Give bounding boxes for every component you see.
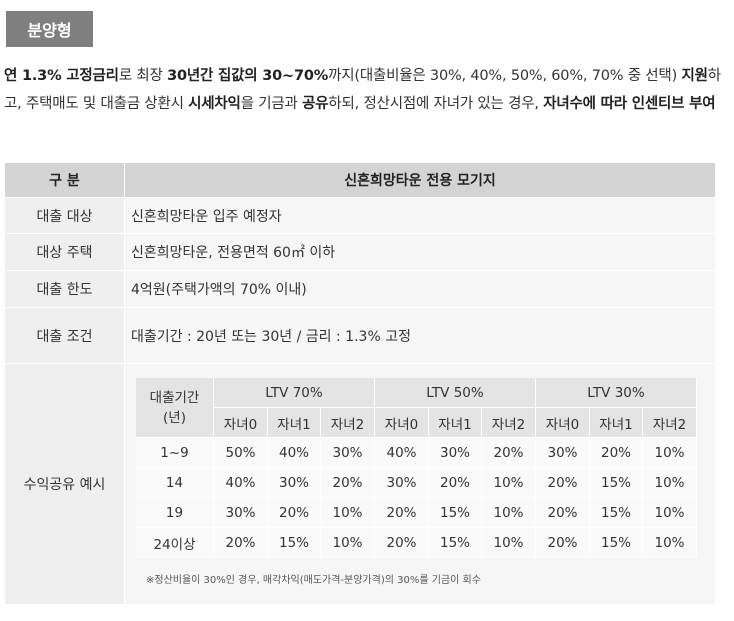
ltv-group-header: LTV 70% bbox=[214, 378, 375, 408]
ratio-cell: 40% bbox=[268, 438, 321, 468]
ratio-cell: 20% bbox=[590, 438, 643, 468]
ratio-cell: 20% bbox=[429, 468, 482, 498]
ratio-cell: 30% bbox=[214, 498, 268, 528]
row-label: 대출 조건 bbox=[5, 308, 125, 363]
ratio-cell: 15% bbox=[590, 468, 643, 498]
header-product: 신혼희망타운 전용 모기지 bbox=[125, 163, 715, 197]
ratio-cell: 20% bbox=[536, 528, 590, 558]
intro-text: 을 기금과 bbox=[240, 96, 303, 112]
intro-rate: 연 1.3% 고정금리 bbox=[4, 68, 119, 84]
ratio-cell: 10% bbox=[643, 468, 697, 498]
intro-share: 공유 bbox=[302, 96, 329, 112]
intro-period: 30년간 집값의 30~70% bbox=[167, 68, 329, 84]
ratio-cell: 15% bbox=[590, 498, 643, 528]
children-header: 자녀1 bbox=[268, 408, 321, 438]
ratio-cell: 30% bbox=[536, 438, 590, 468]
category-badge: 분양형 bbox=[6, 11, 93, 47]
table-row: 대출 조건 대출기간 : 20년 또는 30년 / 금리 : 1.3% 고정 bbox=[5, 308, 715, 364]
row-label: 대출 한도 bbox=[5, 271, 125, 307]
row-value: 4억원(주택가액의 70% 이내) bbox=[125, 271, 715, 307]
children-header: 자녀2 bbox=[321, 408, 375, 438]
row-value: 신혼희망타운, 전용면적 60㎡ 이하 bbox=[125, 234, 715, 270]
ratio-cell: 40% bbox=[375, 438, 429, 468]
table-row: 대출 대상 신혼희망타운 입주 예정자 bbox=[5, 198, 715, 234]
intro-text: 로 최장 bbox=[118, 68, 168, 84]
ratio-cell: 10% bbox=[643, 528, 697, 558]
period-cell: 1~9 bbox=[136, 438, 214, 468]
ratio-cell: 30% bbox=[429, 438, 482, 468]
ratio-cell: 15% bbox=[429, 528, 482, 558]
profit-share-table: 대출기간 (년) LTV 70% LTV 50% LTV 30% 자녀0 자녀1… bbox=[136, 378, 697, 558]
table-row: 14 40% 30% 20% 30% 20% 10% 20% 15% 10% bbox=[136, 468, 697, 498]
period-header: 대출기간 (년) bbox=[136, 378, 214, 438]
ratio-cell: 20% bbox=[321, 468, 375, 498]
header-category: 구 분 bbox=[5, 163, 125, 197]
table-header-row: 구 분 신혼희망타운 전용 모기지 bbox=[5, 163, 715, 198]
table-row: 1~9 50% 40% 30% 40% 30% 20% 30% 20% 10% bbox=[136, 438, 697, 468]
ratio-cell: 10% bbox=[321, 528, 375, 558]
period-cell: 24이상 bbox=[136, 528, 214, 558]
period-cell: 19 bbox=[136, 498, 214, 528]
children-header: 자녀0 bbox=[214, 408, 268, 438]
ltv-group-header: LTV 30% bbox=[536, 378, 697, 408]
ratio-cell: 10% bbox=[321, 498, 375, 528]
ratio-cell: 20% bbox=[536, 498, 590, 528]
intro-text: 까지(대출비율은 30%, 40%, 50%, 60%, 70% 중 선택) bbox=[328, 68, 682, 84]
intro-paragraph: 연 1.3% 고정금리로 최장 30년간 집값의 30~70%까지(대출비율은 … bbox=[4, 62, 726, 118]
row-value: 대출기간 : 20년 또는 30년 / 금리 : 1.3% 고정 bbox=[125, 308, 715, 363]
ratio-cell: 10% bbox=[643, 438, 697, 468]
footnote: ※정산비율이 30%인 경우, 매각차익(매도가격-분양가격)의 30%를 기금… bbox=[146, 575, 481, 586]
table-row: 19 30% 20% 10% 20% 15% 10% 20% 15% 10% bbox=[136, 498, 697, 528]
ratio-cell: 20% bbox=[214, 528, 268, 558]
table-row: 24이상 20% 15% 10% 20% 15% 10% 20% 15% 10% bbox=[136, 528, 697, 558]
children-header: 자녀2 bbox=[482, 408, 536, 438]
row-label: 수익공유 예시 bbox=[5, 364, 125, 604]
intro-text: 하되, 정산시점에 자녀가 있는 경우, bbox=[328, 96, 544, 112]
ratio-cell: 15% bbox=[590, 528, 643, 558]
row-label: 대출 대상 bbox=[5, 198, 125, 233]
table-row: 대출 한도 4억원(주택가액의 70% 이내) bbox=[5, 271, 715, 308]
ratio-cell: 10% bbox=[482, 468, 536, 498]
table-row: 대상 주택 신혼희망타운, 전용면적 60㎡ 이하 bbox=[5, 234, 715, 271]
ratio-cell: 40% bbox=[214, 468, 268, 498]
children-header: 자녀1 bbox=[429, 408, 482, 438]
ratio-cell: 15% bbox=[268, 528, 321, 558]
intro-support: 지원 bbox=[681, 68, 708, 84]
ratio-cell: 50% bbox=[214, 438, 268, 468]
ratio-cell: 20% bbox=[375, 528, 429, 558]
children-header: 자녀2 bbox=[643, 408, 697, 438]
ratio-cell: 20% bbox=[536, 468, 590, 498]
ratio-cell: 10% bbox=[643, 498, 697, 528]
row-label: 대상 주택 bbox=[5, 234, 125, 270]
ratio-cell: 30% bbox=[375, 468, 429, 498]
children-header: 자녀0 bbox=[536, 408, 590, 438]
ratio-cell: 15% bbox=[429, 498, 482, 528]
period-cell: 14 bbox=[136, 468, 214, 498]
ratio-cell: 20% bbox=[482, 438, 536, 468]
ratio-cell: 20% bbox=[375, 498, 429, 528]
ratio-cell: 10% bbox=[482, 498, 536, 528]
ratio-cell: 30% bbox=[321, 438, 375, 468]
row-value: 신혼희망타운 입주 예정자 bbox=[125, 198, 715, 233]
intro-incentive: 자녀수에 따라 인센티브 부여 bbox=[543, 96, 716, 112]
share-table-body: 1~9 50% 40% 30% 40% 30% 20% 30% 20% 10% 14 40% 30% 20… bbox=[136, 438, 697, 558]
intro-text: 하고, 주택매도 및 대출금 상환시 bbox=[4, 68, 721, 112]
ratio-cell: 20% bbox=[268, 498, 321, 528]
ratio-cell: 30% bbox=[268, 468, 321, 498]
intro-gain: 시세차익 bbox=[188, 96, 241, 112]
children-header: 자녀1 bbox=[590, 408, 643, 438]
ratio-cell: 10% bbox=[482, 528, 536, 558]
children-header: 자녀0 bbox=[375, 408, 429, 438]
ltv-group-header: LTV 50% bbox=[375, 378, 536, 408]
